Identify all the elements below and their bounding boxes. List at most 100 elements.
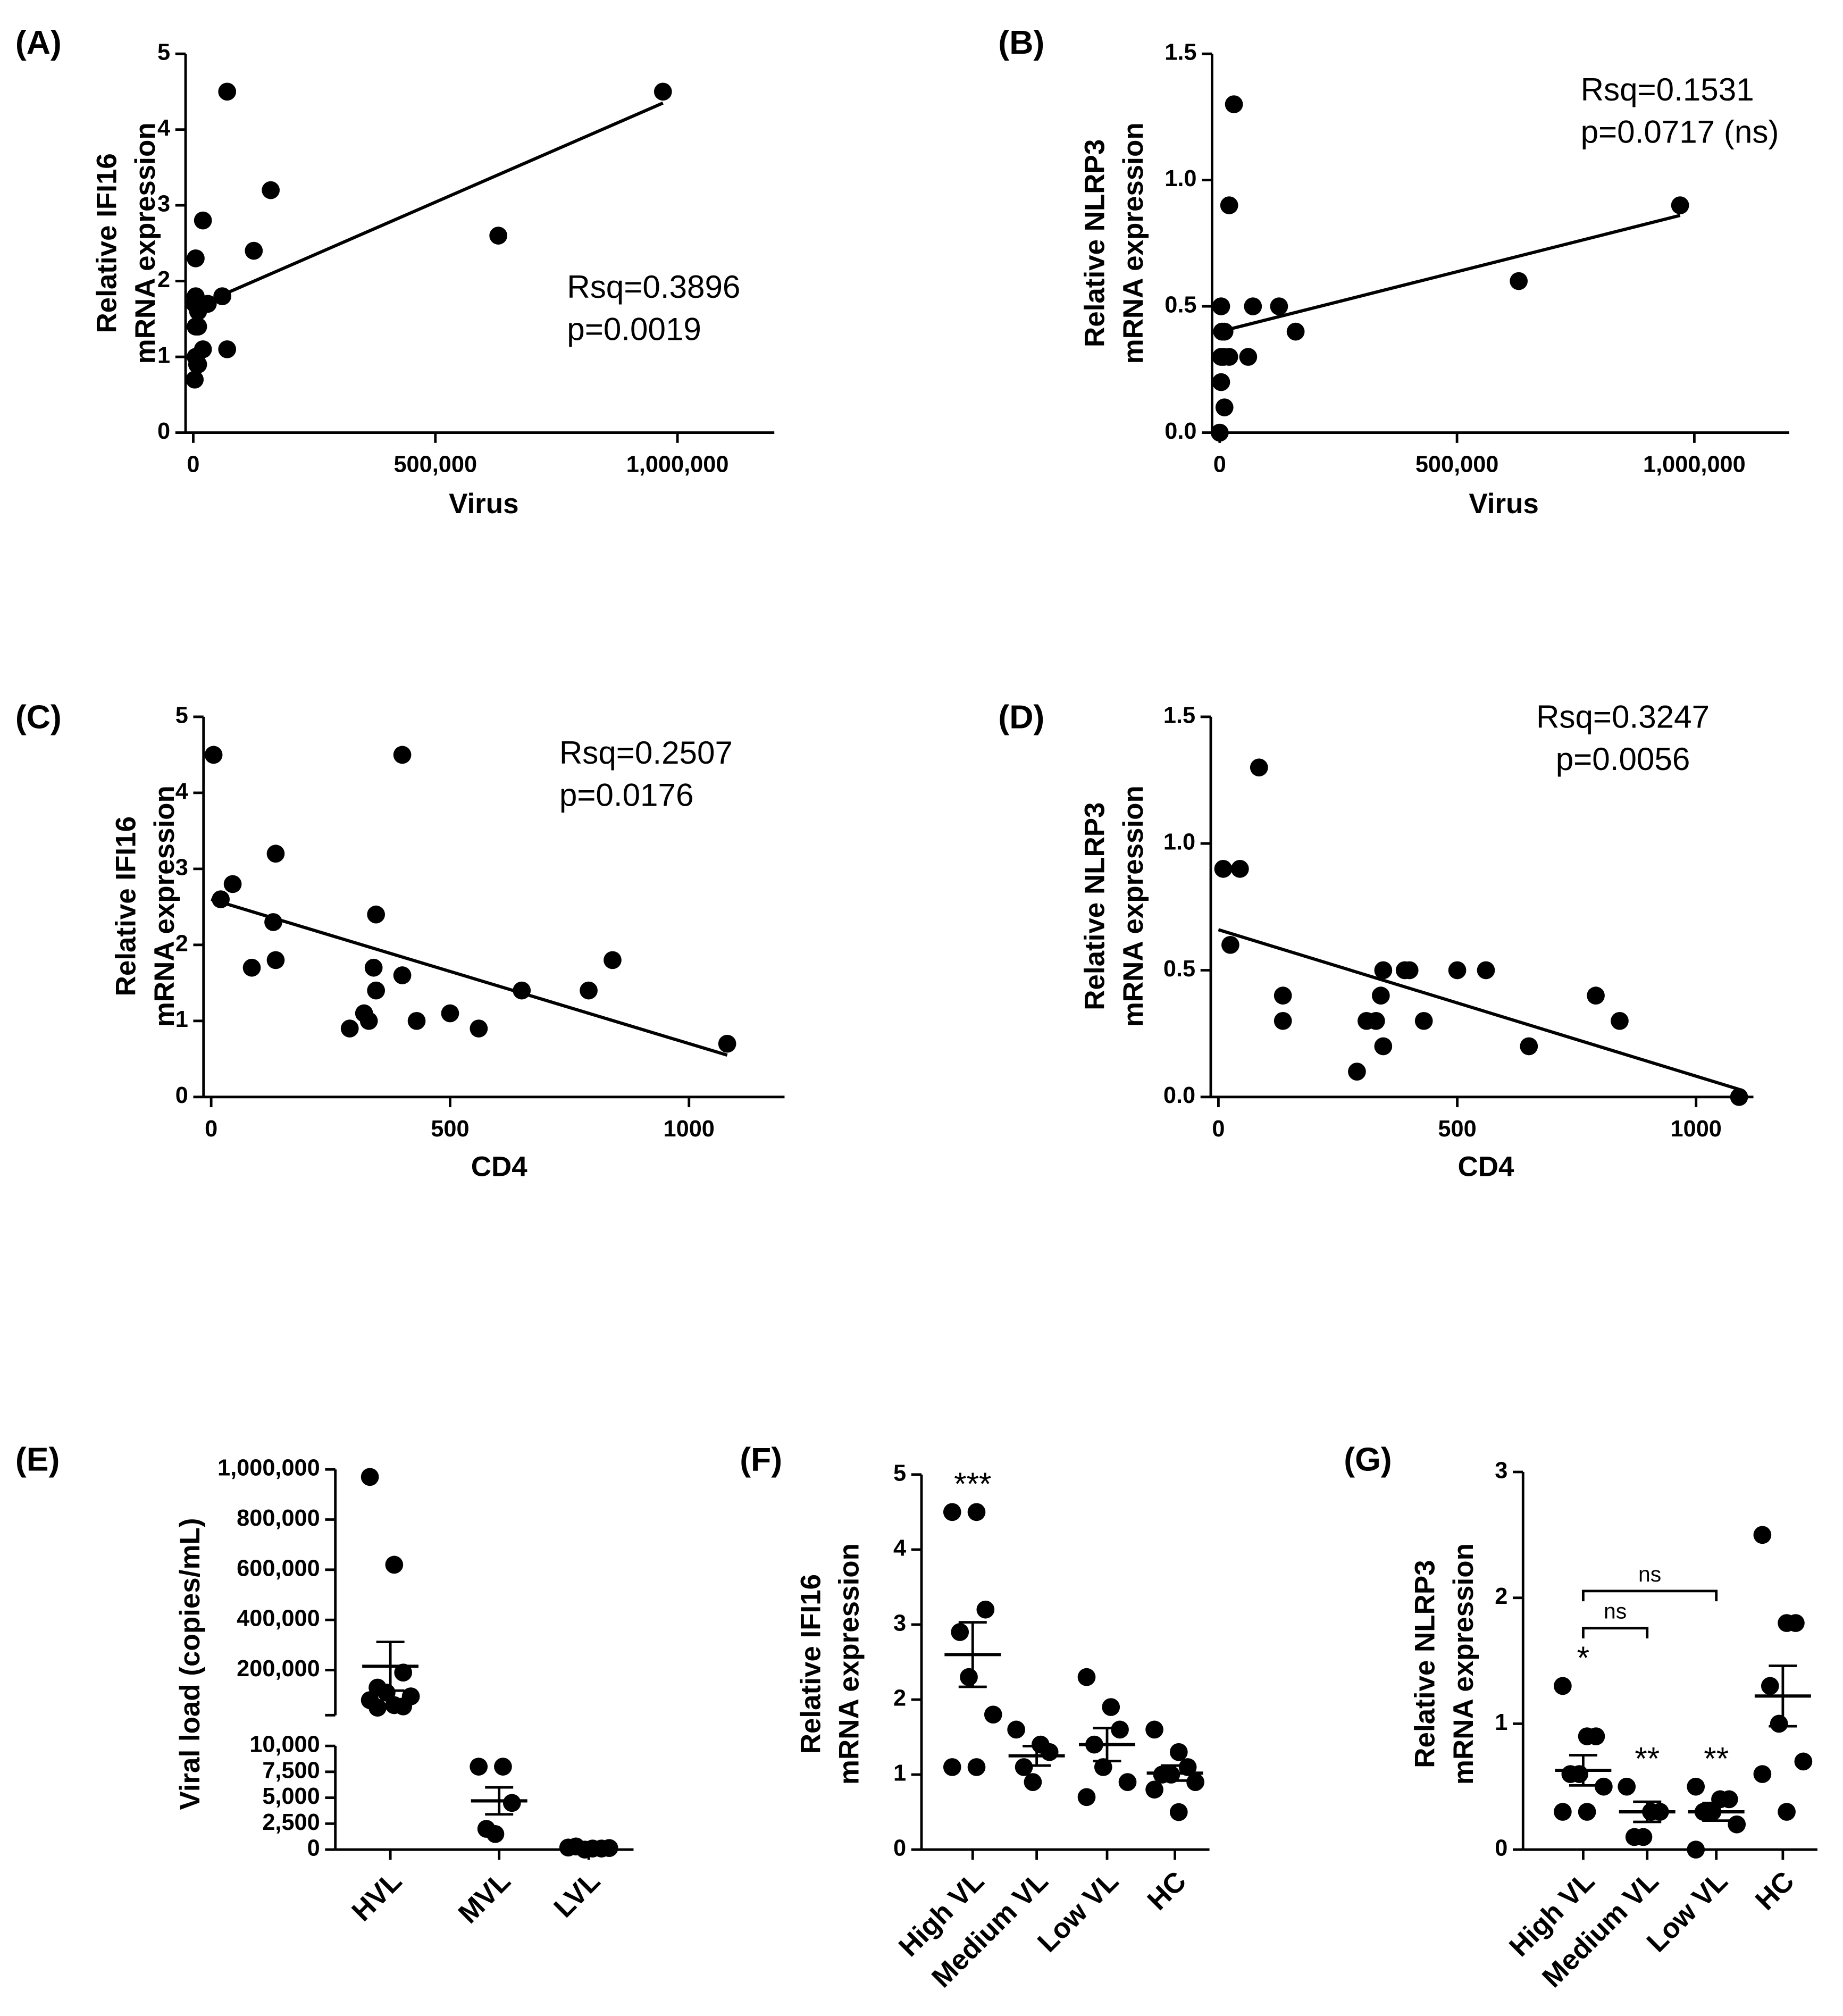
y-tick-label: 1: [157, 343, 170, 369]
point: [1778, 1803, 1796, 1821]
x-tick-label: 0: [1213, 452, 1226, 478]
point: [189, 317, 207, 336]
y-tick-label: 3: [1495, 1458, 1507, 1483]
x-tick-label: HVL: [346, 1866, 408, 1928]
y-tick-label: 0: [175, 1083, 188, 1108]
y-tick-label: 0: [893, 1836, 906, 1861]
y-tick-label: 4: [157, 115, 170, 141]
point: [266, 844, 285, 863]
x-tick-label: 500,000: [393, 452, 477, 478]
point: [1761, 1677, 1779, 1695]
fit-line: [1218, 928, 1740, 1091]
point: [223, 875, 242, 893]
point: [967, 1758, 986, 1776]
x-tick-label: MVL: [453, 1866, 517, 1930]
point: [1250, 758, 1268, 777]
point: [1145, 1780, 1163, 1799]
error-bar: [485, 1786, 514, 1816]
point: [1169, 1803, 1188, 1821]
panel-label: (A): [15, 24, 62, 61]
bracket: [1581, 1590, 1718, 1602]
y-axis-title: mRNA expression: [1448, 1543, 1479, 1785]
point: [1102, 1698, 1120, 1716]
y-tick-label: 400,000: [237, 1606, 320, 1632]
significance: **: [1704, 1741, 1729, 1776]
panel-label: (B): [998, 24, 1044, 61]
point: [489, 227, 507, 245]
point: [1753, 1765, 1772, 1783]
panel-label: (F): [740, 1441, 782, 1478]
point: [204, 746, 223, 764]
point: [393, 966, 412, 984]
error-bar: [1093, 1727, 1121, 1763]
x-axis-title: Virus: [1469, 488, 1538, 520]
y-tick-label: 1: [175, 1007, 188, 1032]
y-tick-label: 5: [893, 1460, 906, 1486]
point: [1145, 1720, 1163, 1739]
point: [368, 1699, 387, 1717]
bracket: [1581, 1627, 1649, 1638]
annotation: Rsq=0.3896: [567, 269, 740, 305]
point: [1728, 1815, 1746, 1834]
y-tick-label: 800,000: [237, 1505, 320, 1531]
point: [1270, 297, 1288, 315]
point: [1239, 348, 1258, 366]
y-axis-title: mRNA expression: [149, 785, 180, 1027]
y-tick-label: 1.0: [1165, 166, 1196, 191]
x-tick-label: 500: [431, 1116, 469, 1142]
x-tick-label: 0: [205, 1116, 217, 1142]
point: [1611, 1011, 1629, 1030]
point: [1787, 1614, 1805, 1632]
point: [441, 1004, 459, 1023]
point: [1770, 1714, 1788, 1733]
point: [188, 355, 206, 374]
y-tick-label: 3: [175, 855, 188, 880]
point: [1169, 1743, 1188, 1761]
point: [1618, 1777, 1636, 1796]
y-tick-label: 2: [175, 931, 188, 956]
significance: **: [1635, 1741, 1660, 1776]
point: [1212, 297, 1230, 315]
y-axis-title: Relative IFI16: [795, 1574, 826, 1754]
point: [1220, 196, 1238, 214]
x-tick-label: 500,000: [1415, 452, 1499, 478]
y-axis-title: Relative NLRP3: [1079, 802, 1111, 1010]
point: [470, 1758, 488, 1776]
point: [502, 1794, 521, 1812]
point: [367, 981, 386, 1000]
point: [654, 82, 672, 101]
error-bar: [1023, 1745, 1051, 1767]
point: [1687, 1841, 1705, 1859]
point: [718, 1034, 736, 1053]
y-tick-label: 200,000: [237, 1656, 320, 1682]
point: [198, 295, 217, 313]
point: [1477, 961, 1495, 980]
point: [1007, 1720, 1025, 1739]
annotation: p=0.0056: [1556, 741, 1690, 777]
y-tick-label: 0: [307, 1836, 320, 1861]
point: [1215, 322, 1234, 341]
point: [604, 951, 622, 969]
panel-label: (G): [1344, 1441, 1392, 1478]
point: [218, 340, 237, 358]
point: [580, 981, 598, 1000]
y-tick-label: 2: [893, 1685, 906, 1711]
x-tick-label: 1000: [664, 1116, 715, 1142]
y-tick-label: 7,500: [262, 1758, 320, 1783]
point: [1214, 860, 1233, 878]
y-tick-label: 600,000: [237, 1555, 320, 1581]
point: [340, 1019, 359, 1038]
point: [393, 746, 412, 764]
point: [1118, 1773, 1137, 1791]
error-bar: [574, 1846, 603, 1850]
y-axis-title: mRNA expression: [834, 1543, 865, 1785]
point: [976, 1600, 995, 1619]
point: [951, 1623, 969, 1641]
point: [960, 1668, 978, 1686]
point: [1367, 1011, 1385, 1030]
annotation: p=0.0019: [567, 311, 701, 347]
point: [213, 287, 231, 305]
point: [1024, 1773, 1042, 1791]
point: [1111, 1720, 1129, 1739]
